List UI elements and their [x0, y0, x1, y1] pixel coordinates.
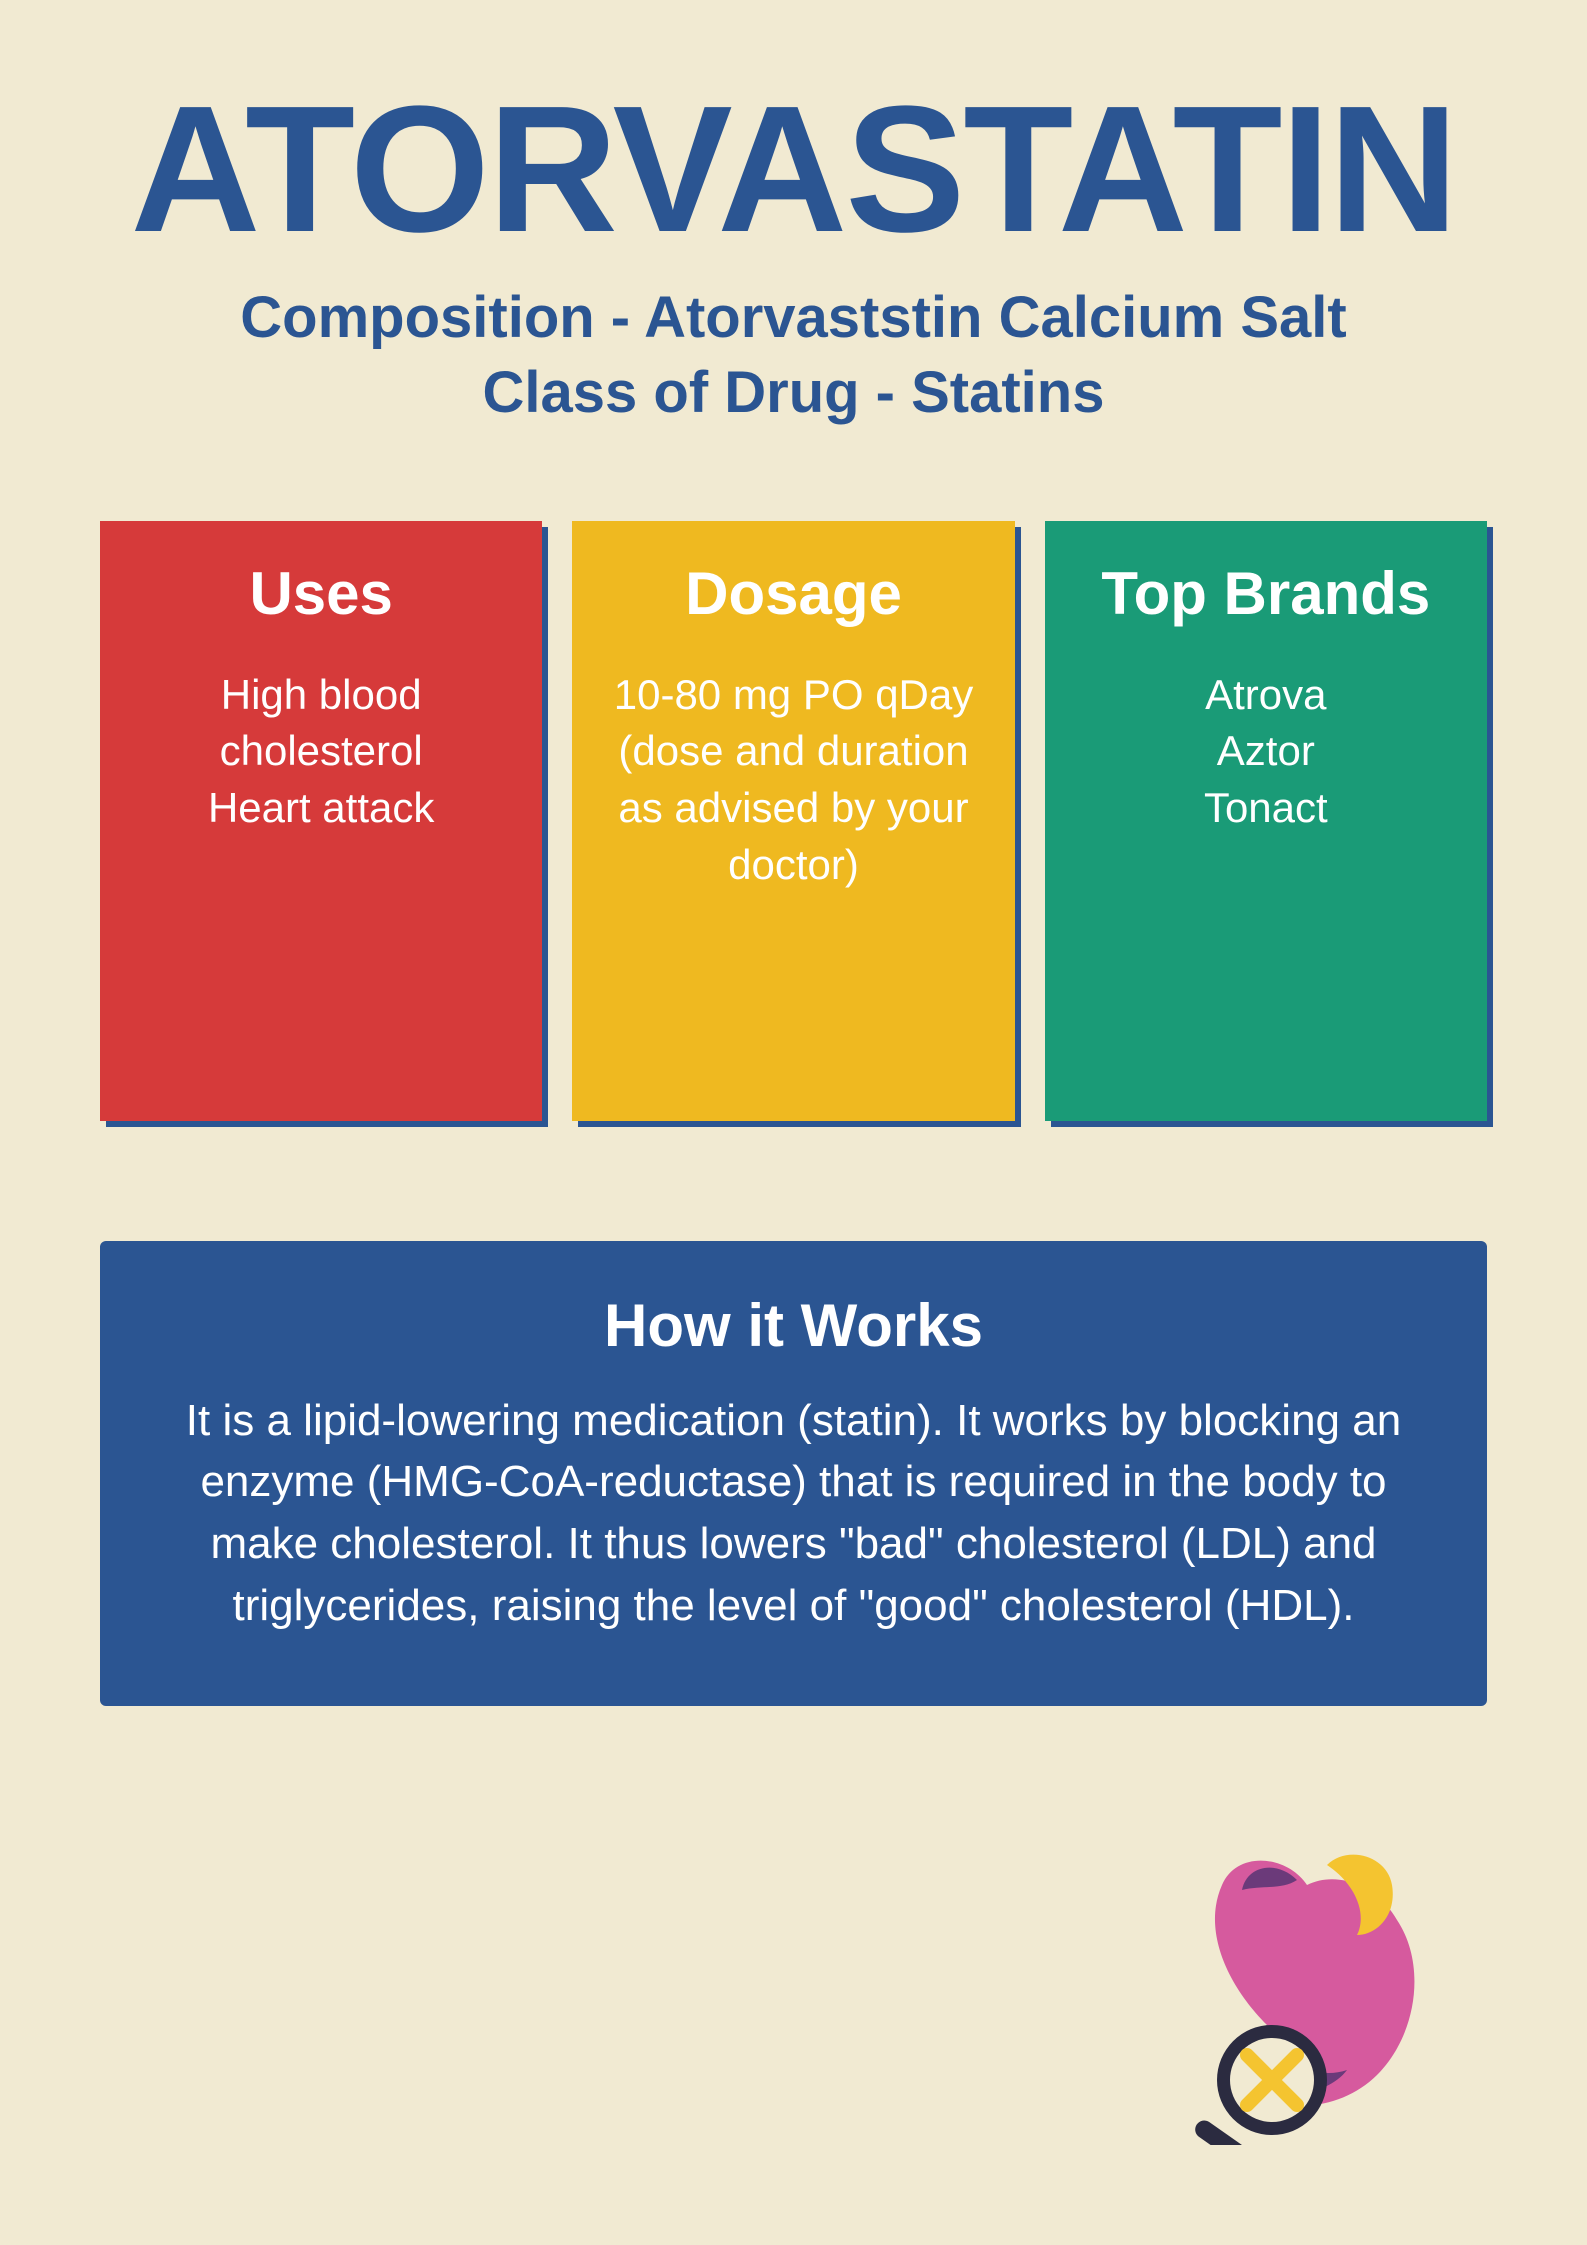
card-row: Uses High blood cholesterolHeart attack … [100, 521, 1487, 1121]
card-brands-heading: Top Brands [1075, 561, 1457, 627]
subtitle-line2: Class of Drug - Statins [483, 360, 1105, 425]
heart-illustration-icon [1147, 1825, 1467, 2145]
how-it-works-heading: How it Works [170, 1291, 1417, 1360]
card-brands: Top Brands AtrovaAztorTonact [1045, 521, 1487, 1121]
page-title: ATORVASTATIN [100, 80, 1487, 260]
card-uses-heading: Uses [130, 561, 512, 627]
subtitle-line1: Composition - Atorvaststin Calcium Salt [240, 285, 1346, 350]
how-it-works-body: It is a lipid-lowering medication (stati… [170, 1390, 1417, 1636]
card-brands-body: AtrovaAztorTonact [1075, 667, 1457, 837]
how-it-works-box: How it Works It is a lipid-lowering medi… [100, 1241, 1487, 1706]
card-uses-body: High blood cholesterolHeart attack [130, 667, 512, 837]
card-uses: Uses High blood cholesterolHeart attack [100, 521, 542, 1121]
card-dosage: Dosage 10-80 mg PO qDay(dose and duratio… [572, 521, 1014, 1121]
card-dosage-body: 10-80 mg PO qDay(dose and duration as ad… [602, 667, 984, 894]
page-subtitle: Composition - Atorvaststin Calcium Salt … [100, 280, 1487, 431]
card-dosage-heading: Dosage [602, 561, 984, 627]
